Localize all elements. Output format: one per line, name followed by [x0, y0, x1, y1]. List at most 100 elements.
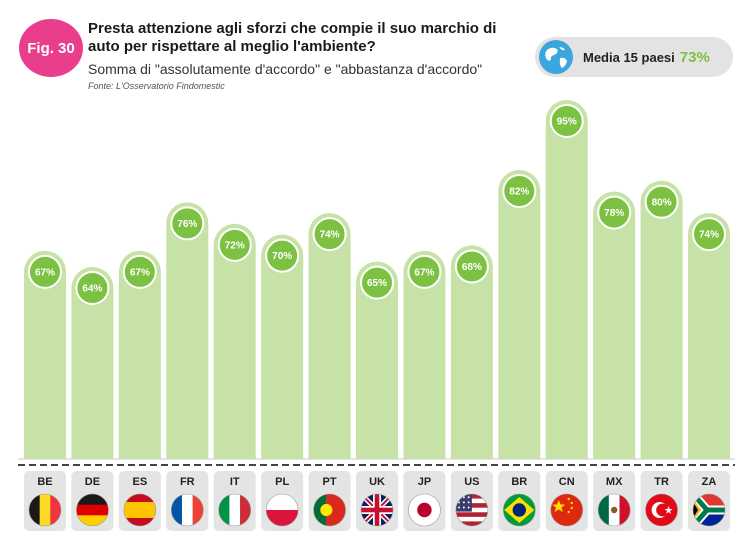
country-code-tr: TR: [654, 476, 669, 488]
average-value: 73%: [679, 48, 710, 66]
value-label-be: 67%: [35, 267, 55, 278]
value-label-za: 74%: [699, 230, 719, 241]
value-label-mx: 78%: [604, 208, 624, 219]
value-label-jp: 67%: [414, 267, 434, 278]
value-label-de: 64%: [82, 284, 102, 295]
country-tile-us: US: [450, 471, 493, 531]
value-bubble-jp: [407, 254, 442, 289]
value-bubble-mx: [597, 195, 632, 230]
value-bubble-uk: [360, 265, 395, 300]
figure-badge: Fig. 30: [19, 19, 83, 77]
chart-subtitle: Somma di "assolutamente d'accordo" e "ab…: [88, 61, 483, 77]
country-code-mx: MX: [606, 476, 623, 488]
figure-label: Fig. 30: [27, 39, 75, 57]
value-bubble-tr: [644, 184, 679, 219]
country-code-cn: CN: [559, 476, 575, 488]
value-label-pt: 74%: [320, 230, 340, 241]
it-flag-icon: [218, 493, 252, 527]
us-flag-icon: [455, 493, 489, 527]
value-label-pl: 70%: [272, 251, 292, 262]
average-label: Media 15 paesi: [583, 49, 675, 65]
value-bubble-es: [122, 254, 157, 289]
br-flag-icon: [502, 493, 536, 527]
country-code-fr: FR: [180, 476, 195, 488]
country-tile-za: ZA: [688, 471, 731, 531]
country-tile-fr: FR: [166, 471, 209, 531]
country-tile-tr: TR: [640, 471, 683, 531]
bar-br: [498, 170, 541, 459]
value-label-uk: 65%: [367, 278, 387, 289]
value-bubble-it: [217, 227, 252, 262]
bar-za: [688, 213, 731, 459]
country-tile-it: IT: [213, 471, 256, 531]
country-code-be: BE: [37, 476, 52, 488]
bar-uk: [356, 261, 399, 459]
country-code-de: DE: [85, 476, 100, 488]
country-tile-mx: MX: [593, 471, 636, 531]
country-code-za: ZA: [702, 476, 717, 488]
chart-title: Presta attenzione agli sforzi che compie…: [88, 20, 497, 55]
jp-flag-icon: [408, 493, 441, 527]
country-code-us: US: [464, 476, 479, 488]
country-tile-de: DE: [71, 471, 114, 531]
za-flag-icon: [692, 493, 726, 527]
value-bubble-de: [75, 271, 110, 305]
bar-de: [71, 267, 114, 459]
country-code-br: BR: [511, 476, 527, 488]
value-bubble-us: [454, 249, 489, 284]
country-tile-jp: JP: [403, 471, 446, 531]
bar-fr: [166, 202, 209, 459]
country-tile-es: ES: [118, 471, 161, 531]
country-code-it: IT: [230, 476, 240, 488]
average-badge: Media 15 paesi 73%: [535, 37, 733, 77]
es-flag-icon: [123, 493, 157, 527]
fr-flag-icon: [170, 493, 204, 527]
value-label-es: 67%: [130, 267, 150, 278]
value-bubble-pl: [265, 238, 300, 273]
cn-flag-icon: [550, 493, 584, 527]
mx-flag-icon: [597, 493, 631, 527]
value-label-us: 68%: [462, 262, 482, 273]
value-label-tr: 80%: [652, 197, 672, 208]
country-tile-pt: PT: [308, 471, 351, 531]
chart-source: Fonte: L'Osservatorio Findomestic: [88, 81, 225, 91]
country-code-es: ES: [133, 476, 148, 488]
pt-flag-icon: [313, 493, 346, 527]
bar-es: [118, 250, 161, 459]
be-flag-icon: [28, 493, 62, 527]
bar-jp: [403, 250, 446, 459]
value-bubble-be: [28, 254, 62, 289]
value-bubble-cn: [549, 104, 584, 138]
value-label-it: 72%: [225, 240, 245, 251]
value-bubble-za: [692, 217, 727, 252]
country-code-pl: PL: [275, 476, 289, 488]
bar-it: [213, 223, 256, 459]
bar-mx: [593, 191, 636, 460]
country-tile-br: BR: [498, 471, 541, 531]
bar-be: [24, 250, 66, 459]
bar-tr: [640, 180, 683, 460]
value-label-br: 82%: [509, 187, 529, 198]
uk-flag-icon: [360, 493, 394, 527]
country-code-jp: JP: [418, 476, 431, 488]
country-code-uk: UK: [369, 476, 385, 488]
country-code-pt: PT: [323, 476, 337, 488]
bar-pt: [308, 213, 351, 459]
value-label-fr: 76%: [177, 219, 197, 230]
country-tile-uk: UK: [356, 471, 399, 531]
value-bubble-br: [502, 174, 537, 209]
value-bubble-pt: [312, 217, 347, 252]
country-tile-be: BE: [24, 471, 66, 531]
globe-icon: [539, 40, 573, 74]
de-flag-icon: [76, 493, 109, 527]
bar-pl: [261, 234, 304, 459]
pl-flag-icon: [265, 493, 299, 527]
value-bubble-fr: [170, 206, 205, 241]
country-tile-cn: CN: [545, 471, 588, 531]
tr-flag-icon: [645, 493, 678, 527]
country-tile-pl: PL: [261, 471, 304, 531]
value-label-cn: 95%: [557, 117, 577, 128]
bar-cn: [545, 100, 588, 459]
bar-us: [450, 245, 493, 459]
